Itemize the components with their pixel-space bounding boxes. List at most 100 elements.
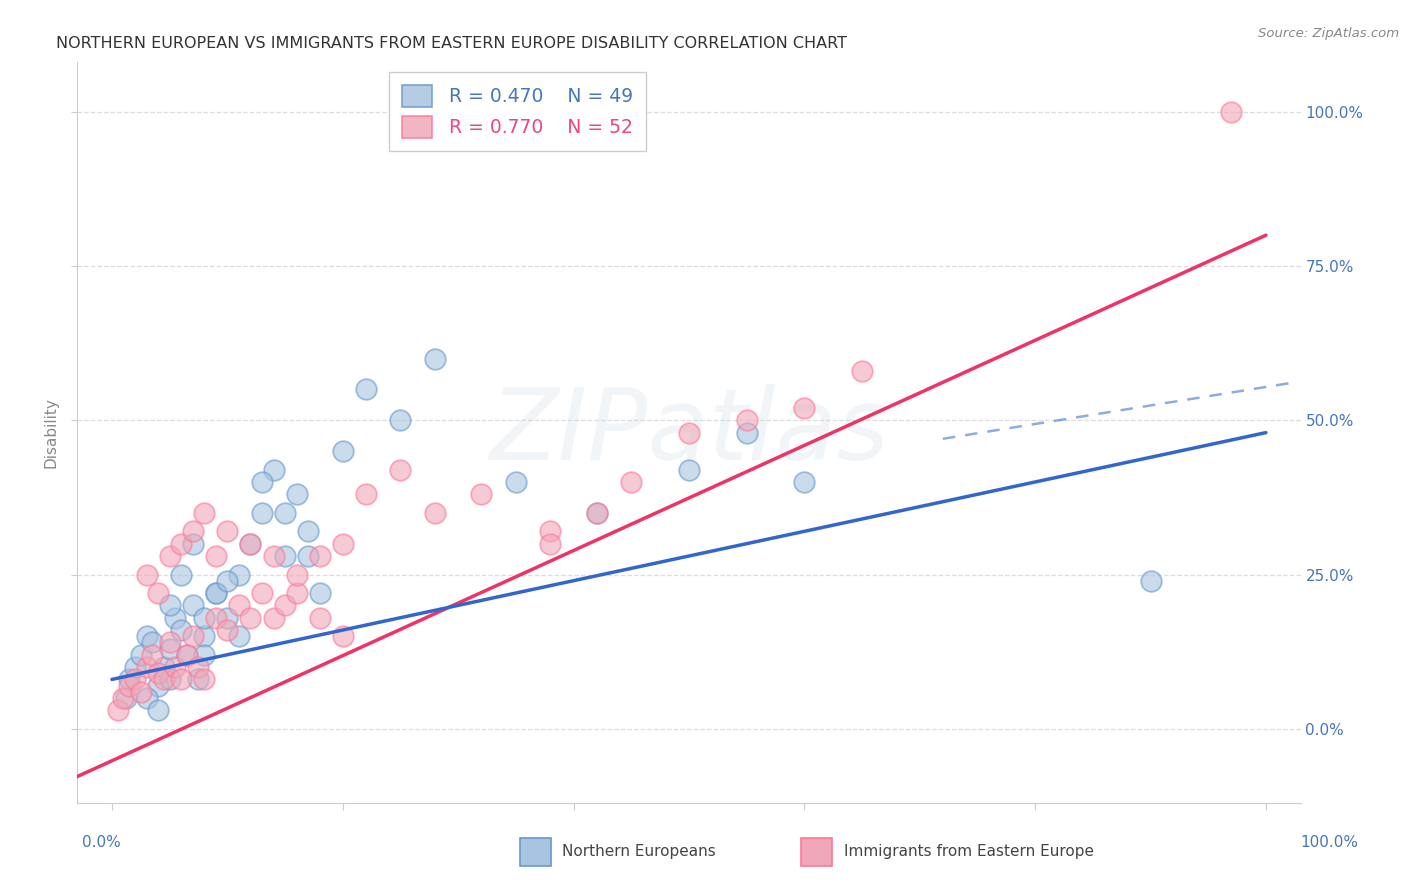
Point bbox=[159, 549, 181, 563]
Point bbox=[505, 475, 527, 489]
Text: ZIPatlas: ZIPatlas bbox=[489, 384, 889, 481]
Point bbox=[193, 648, 215, 662]
Point bbox=[239, 611, 262, 625]
Point bbox=[793, 401, 815, 415]
Point bbox=[170, 623, 193, 637]
Point bbox=[114, 690, 136, 705]
Point bbox=[354, 383, 377, 397]
Point bbox=[159, 673, 181, 687]
Point bbox=[141, 635, 163, 649]
Point bbox=[118, 679, 141, 693]
Point bbox=[146, 586, 169, 600]
Point bbox=[250, 586, 273, 600]
Point bbox=[217, 611, 239, 625]
Point bbox=[735, 413, 758, 427]
Point bbox=[153, 660, 176, 674]
Point bbox=[118, 673, 141, 687]
Point bbox=[274, 599, 297, 613]
Point bbox=[263, 549, 285, 563]
Point bbox=[793, 475, 815, 489]
Point bbox=[217, 524, 239, 539]
Point bbox=[124, 673, 146, 687]
Text: 0.0%: 0.0% bbox=[82, 836, 121, 850]
Point bbox=[423, 506, 446, 520]
Text: 100.0%: 100.0% bbox=[1301, 836, 1358, 850]
Point bbox=[159, 635, 181, 649]
Point bbox=[204, 549, 226, 563]
Point bbox=[285, 567, 308, 582]
Point bbox=[112, 690, 135, 705]
Point bbox=[297, 549, 319, 563]
Point bbox=[165, 611, 187, 625]
Point bbox=[354, 487, 377, 501]
Point bbox=[176, 648, 198, 662]
Point bbox=[193, 673, 215, 687]
Point bbox=[187, 660, 209, 674]
Point bbox=[285, 586, 308, 600]
Point bbox=[129, 685, 152, 699]
Point bbox=[332, 629, 354, 643]
Point bbox=[181, 599, 204, 613]
Point bbox=[389, 463, 412, 477]
Point bbox=[170, 567, 193, 582]
Point bbox=[332, 537, 354, 551]
Point bbox=[181, 524, 204, 539]
Point bbox=[678, 463, 700, 477]
Point bbox=[1139, 574, 1161, 588]
Point bbox=[1220, 104, 1243, 119]
Point bbox=[135, 629, 157, 643]
Point bbox=[217, 623, 239, 637]
Point bbox=[165, 660, 187, 674]
Point bbox=[585, 506, 607, 520]
Point bbox=[146, 703, 169, 717]
Point bbox=[181, 629, 204, 643]
Point bbox=[193, 506, 215, 520]
Point bbox=[332, 444, 354, 458]
Point bbox=[308, 611, 330, 625]
Point bbox=[678, 425, 700, 440]
Point bbox=[228, 567, 250, 582]
Point bbox=[239, 537, 262, 551]
Point bbox=[389, 413, 412, 427]
Point bbox=[107, 703, 129, 717]
Point bbox=[204, 586, 226, 600]
Point bbox=[274, 549, 297, 563]
Point bbox=[735, 425, 758, 440]
Point bbox=[193, 611, 215, 625]
Point bbox=[263, 463, 285, 477]
Text: Northern Europeans: Northern Europeans bbox=[562, 845, 716, 859]
Point bbox=[239, 537, 262, 551]
Point bbox=[308, 549, 330, 563]
Point bbox=[176, 648, 198, 662]
Point bbox=[470, 487, 492, 501]
Point bbox=[159, 599, 181, 613]
Point bbox=[263, 611, 285, 625]
Point bbox=[159, 641, 181, 656]
Point bbox=[153, 673, 176, 687]
Point bbox=[141, 648, 163, 662]
Point bbox=[181, 537, 204, 551]
Point bbox=[423, 351, 446, 366]
Point bbox=[228, 599, 250, 613]
Point bbox=[135, 567, 157, 582]
Point bbox=[129, 648, 152, 662]
Point bbox=[146, 666, 169, 681]
Legend: R = 0.470    N = 49, R = 0.770    N = 52: R = 0.470 N = 49, R = 0.770 N = 52 bbox=[389, 72, 647, 151]
Point bbox=[585, 506, 607, 520]
Text: Immigrants from Eastern Europe: Immigrants from Eastern Europe bbox=[844, 845, 1094, 859]
Point bbox=[193, 629, 215, 643]
Point bbox=[135, 660, 157, 674]
Point bbox=[297, 524, 319, 539]
Point bbox=[250, 475, 273, 489]
Text: NORTHERN EUROPEAN VS IMMIGRANTS FROM EASTERN EUROPE DISABILITY CORRELATION CHART: NORTHERN EUROPEAN VS IMMIGRANTS FROM EAS… bbox=[56, 36, 848, 51]
Point bbox=[170, 537, 193, 551]
Point bbox=[308, 586, 330, 600]
Point bbox=[124, 660, 146, 674]
Point bbox=[228, 629, 250, 643]
Point bbox=[170, 673, 193, 687]
Point bbox=[217, 574, 239, 588]
Point bbox=[540, 524, 562, 539]
Point bbox=[274, 506, 297, 520]
Text: Source: ZipAtlas.com: Source: ZipAtlas.com bbox=[1258, 27, 1399, 40]
Point bbox=[204, 586, 226, 600]
